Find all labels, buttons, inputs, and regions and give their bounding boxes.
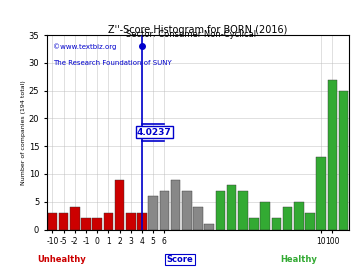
Bar — [305, 213, 315, 230]
Bar — [137, 213, 147, 230]
Bar — [148, 196, 158, 230]
Text: The Research Foundation of SUNY: The Research Foundation of SUNY — [53, 60, 172, 66]
Bar — [81, 218, 91, 230]
Bar — [126, 213, 136, 230]
Bar — [70, 207, 80, 230]
Bar — [238, 191, 248, 229]
Bar — [316, 157, 326, 230]
Text: Unhealthy: Unhealthy — [37, 255, 86, 264]
Bar — [171, 180, 180, 230]
Text: Score: Score — [167, 255, 193, 264]
Bar — [216, 191, 225, 229]
Bar — [59, 213, 68, 230]
Bar — [159, 191, 169, 229]
Bar — [339, 91, 348, 230]
Text: ©www.textbiz.org: ©www.textbiz.org — [53, 43, 116, 50]
Text: 4.0237: 4.0237 — [137, 128, 172, 137]
Text: Sector: Consumer Non-Cyclical: Sector: Consumer Non-Cyclical — [126, 30, 256, 39]
Text: Healthy: Healthy — [280, 255, 317, 264]
Bar — [104, 213, 113, 230]
Bar — [115, 180, 124, 230]
Bar — [193, 207, 203, 230]
Bar — [283, 207, 292, 230]
Bar — [93, 218, 102, 230]
Bar — [328, 80, 337, 230]
Bar — [182, 191, 192, 229]
Bar — [48, 213, 57, 230]
Bar — [272, 218, 281, 230]
Bar — [260, 202, 270, 230]
Bar — [227, 185, 237, 230]
Y-axis label: Number of companies (194 total): Number of companies (194 total) — [21, 80, 26, 185]
Bar — [294, 202, 303, 230]
Bar — [249, 218, 259, 230]
Bar — [204, 224, 214, 230]
Title: Z''-Score Histogram for BORN (2016): Z''-Score Histogram for BORN (2016) — [108, 25, 288, 35]
